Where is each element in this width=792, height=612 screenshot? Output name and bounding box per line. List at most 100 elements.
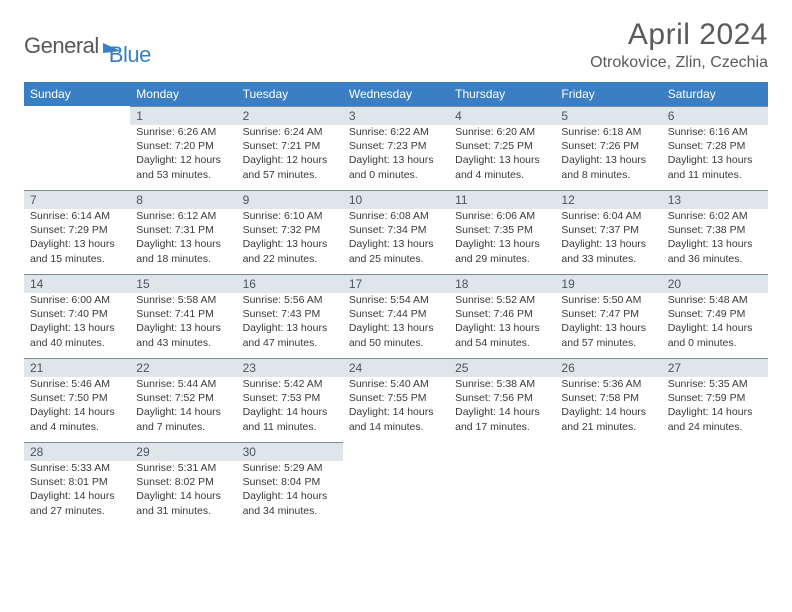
day-details: Sunrise: 5:35 AMSunset: 7:59 PMDaylight:… xyxy=(662,377,768,438)
daylight2-text: and 33 minutes. xyxy=(561,252,655,266)
calendar-page: General Blue April 2024 Otrokovice, Zlin… xyxy=(0,0,792,536)
daylight1-text: Daylight: 14 hours xyxy=(243,405,337,419)
sunrise-text: Sunrise: 6:26 AM xyxy=(136,125,230,139)
daylight1-text: Daylight: 13 hours xyxy=(455,321,549,335)
calendar-cell: 2Sunrise: 6:24 AMSunset: 7:21 PMDaylight… xyxy=(237,106,343,190)
day-details: Sunrise: 6:22 AMSunset: 7:23 PMDaylight:… xyxy=(343,125,449,186)
sunset-text: Sunset: 7:21 PM xyxy=(243,139,337,153)
calendar-cell: 16Sunrise: 5:56 AMSunset: 7:43 PMDayligh… xyxy=(237,274,343,358)
daylight2-text: and 57 minutes. xyxy=(561,336,655,350)
calendar-cell: 6Sunrise: 6:16 AMSunset: 7:28 PMDaylight… xyxy=(662,106,768,190)
day-details: Sunrise: 5:46 AMSunset: 7:50 PMDaylight:… xyxy=(24,377,130,438)
daylight1-text: Daylight: 14 hours xyxy=(136,489,230,503)
day-number: 7 xyxy=(24,190,130,209)
day-number: 4 xyxy=(449,106,555,125)
day-details: Sunrise: 5:52 AMSunset: 7:46 PMDaylight:… xyxy=(449,293,555,354)
day-header: Thursday xyxy=(449,82,555,106)
sunset-text: Sunset: 7:31 PM xyxy=(136,223,230,237)
calendar-cell: 11Sunrise: 6:06 AMSunset: 7:35 PMDayligh… xyxy=(449,190,555,274)
day-details: Sunrise: 5:54 AMSunset: 7:44 PMDaylight:… xyxy=(343,293,449,354)
sunset-text: Sunset: 8:04 PM xyxy=(243,475,337,489)
day-number: 11 xyxy=(449,190,555,209)
sunset-text: Sunset: 7:55 PM xyxy=(349,391,443,405)
day-header: Wednesday xyxy=(343,82,449,106)
sunset-text: Sunset: 7:50 PM xyxy=(30,391,124,405)
calendar-cell xyxy=(662,442,768,526)
sunrise-text: Sunrise: 6:14 AM xyxy=(30,209,124,223)
brand-logo: General Blue xyxy=(24,18,151,68)
daylight2-text: and 40 minutes. xyxy=(30,336,124,350)
day-details: Sunrise: 6:24 AMSunset: 7:21 PMDaylight:… xyxy=(237,125,343,186)
daylight2-text: and 15 minutes. xyxy=(30,252,124,266)
calendar-cell: 8Sunrise: 6:12 AMSunset: 7:31 PMDaylight… xyxy=(130,190,236,274)
day-header: Friday xyxy=(555,82,661,106)
calendar-cell: 12Sunrise: 6:04 AMSunset: 7:37 PMDayligh… xyxy=(555,190,661,274)
calendar-cell: 13Sunrise: 6:02 AMSunset: 7:38 PMDayligh… xyxy=(662,190,768,274)
sunset-text: Sunset: 7:28 PM xyxy=(668,139,762,153)
brand-part1: General xyxy=(24,33,99,59)
month-title: April 2024 xyxy=(590,18,768,52)
calendar-week-row: 21Sunrise: 5:46 AMSunset: 7:50 PMDayligh… xyxy=(24,358,768,442)
sunset-text: Sunset: 7:37 PM xyxy=(561,223,655,237)
day-number: 30 xyxy=(237,442,343,461)
sunrise-text: Sunrise: 5:31 AM xyxy=(136,461,230,475)
day-number: 26 xyxy=(555,358,661,377)
day-details: Sunrise: 5:44 AMSunset: 7:52 PMDaylight:… xyxy=(130,377,236,438)
calendar-cell xyxy=(24,106,130,190)
daylight2-text: and 50 minutes. xyxy=(349,336,443,350)
daylight1-text: Daylight: 14 hours xyxy=(243,489,337,503)
day-header: Sunday xyxy=(24,82,130,106)
sunset-text: Sunset: 7:38 PM xyxy=(668,223,762,237)
daylight2-text: and 4 minutes. xyxy=(30,420,124,434)
daylight1-text: Daylight: 13 hours xyxy=(668,153,762,167)
brand-part2: Blue xyxy=(109,42,151,68)
day-number: 13 xyxy=(662,190,768,209)
sunrise-text: Sunrise: 6:24 AM xyxy=(243,125,337,139)
sunset-text: Sunset: 7:34 PM xyxy=(349,223,443,237)
calendar-cell: 3Sunrise: 6:22 AMSunset: 7:23 PMDaylight… xyxy=(343,106,449,190)
day-header: Tuesday xyxy=(237,82,343,106)
sunrise-text: Sunrise: 5:46 AM xyxy=(30,377,124,391)
daylight2-text: and 36 minutes. xyxy=(668,252,762,266)
sunset-text: Sunset: 7:49 PM xyxy=(668,307,762,321)
day-number: 19 xyxy=(555,274,661,293)
day-number: 22 xyxy=(130,358,236,377)
daylight1-text: Daylight: 12 hours xyxy=(243,153,337,167)
day-details: Sunrise: 6:14 AMSunset: 7:29 PMDaylight:… xyxy=(24,209,130,270)
day-details: Sunrise: 6:04 AMSunset: 7:37 PMDaylight:… xyxy=(555,209,661,270)
day-number: 15 xyxy=(130,274,236,293)
daylight1-text: Daylight: 13 hours xyxy=(561,321,655,335)
sunset-text: Sunset: 7:52 PM xyxy=(136,391,230,405)
daylight2-text: and 31 minutes. xyxy=(136,504,230,518)
calendar-cell: 26Sunrise: 5:36 AMSunset: 7:58 PMDayligh… xyxy=(555,358,661,442)
sunrise-text: Sunrise: 5:33 AM xyxy=(30,461,124,475)
sunset-text: Sunset: 7:40 PM xyxy=(30,307,124,321)
sunset-text: Sunset: 7:47 PM xyxy=(561,307,655,321)
daylight1-text: Daylight: 14 hours xyxy=(30,489,124,503)
day-details: Sunrise: 6:26 AMSunset: 7:20 PMDaylight:… xyxy=(130,125,236,186)
sunrise-text: Sunrise: 6:02 AM xyxy=(668,209,762,223)
sunrise-text: Sunrise: 6:12 AM xyxy=(136,209,230,223)
calendar-cell: 19Sunrise: 5:50 AMSunset: 7:47 PMDayligh… xyxy=(555,274,661,358)
day-details: Sunrise: 5:48 AMSunset: 7:49 PMDaylight:… xyxy=(662,293,768,354)
sunset-text: Sunset: 7:35 PM xyxy=(455,223,549,237)
day-header: Saturday xyxy=(662,82,768,106)
day-details: Sunrise: 5:42 AMSunset: 7:53 PMDaylight:… xyxy=(237,377,343,438)
day-details: Sunrise: 5:33 AMSunset: 8:01 PMDaylight:… xyxy=(24,461,130,522)
day-details: Sunrise: 6:02 AMSunset: 7:38 PMDaylight:… xyxy=(662,209,768,270)
daylight2-text: and 8 minutes. xyxy=(561,168,655,182)
daylight2-text: and 29 minutes. xyxy=(455,252,549,266)
sunrise-text: Sunrise: 5:54 AM xyxy=(349,293,443,307)
sunrise-text: Sunrise: 6:22 AM xyxy=(349,125,443,139)
daylight2-text: and 25 minutes. xyxy=(349,252,443,266)
daylight1-text: Daylight: 13 hours xyxy=(455,237,549,251)
daylight1-text: Daylight: 14 hours xyxy=(136,405,230,419)
day-number: 23 xyxy=(237,358,343,377)
daylight2-text: and 22 minutes. xyxy=(243,252,337,266)
daylight1-text: Daylight: 13 hours xyxy=(136,237,230,251)
day-details: Sunrise: 5:58 AMSunset: 7:41 PMDaylight:… xyxy=(130,293,236,354)
calendar-cell: 23Sunrise: 5:42 AMSunset: 7:53 PMDayligh… xyxy=(237,358,343,442)
sunset-text: Sunset: 7:56 PM xyxy=(455,391,549,405)
sunset-text: Sunset: 7:53 PM xyxy=(243,391,337,405)
day-number: 14 xyxy=(24,274,130,293)
